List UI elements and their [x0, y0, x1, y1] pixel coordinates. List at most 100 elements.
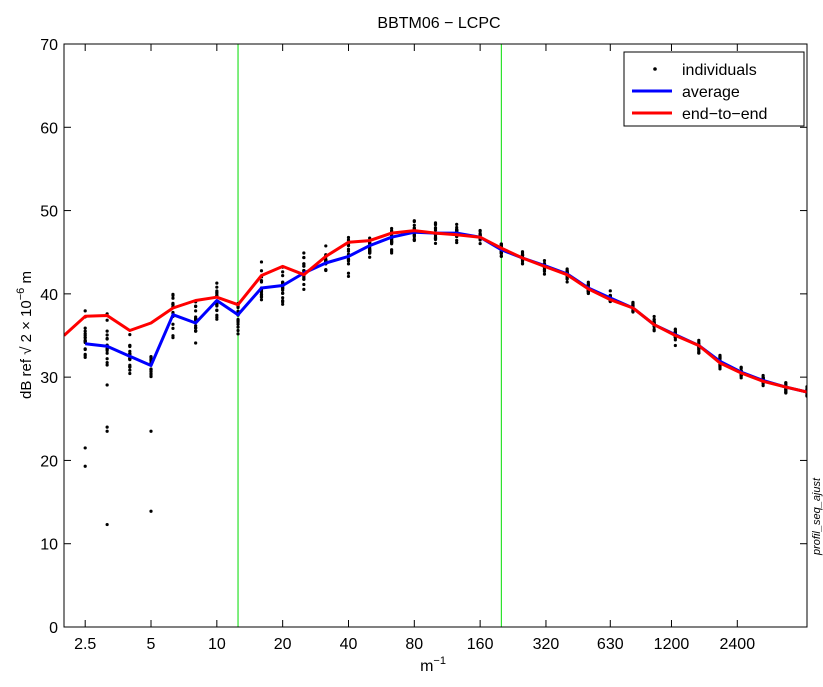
individual-point [281, 288, 285, 292]
individual-point [433, 228, 438, 232]
individual-point [499, 242, 503, 246]
individual-point [346, 271, 351, 275]
individual-point [739, 366, 743, 370]
individual-point [478, 228, 482, 233]
individual-point [215, 303, 219, 307]
individual-point [784, 390, 788, 394]
individual-point [412, 219, 416, 224]
legend-label-end-to-end: end−to−end [682, 106, 767, 123]
svg-text:dB ref √ 2 × 10−6 m: dB ref √ 2 × 10−6 m [15, 271, 35, 399]
individual-point [128, 332, 132, 337]
plot-background [64, 44, 807, 627]
individual-point [259, 295, 264, 299]
ticks [64, 43, 807, 628]
individual-point [390, 226, 394, 231]
individual-point [697, 351, 701, 355]
individual-point [302, 262, 306, 266]
individual-point [83, 353, 87, 358]
side-label-text: profil_seq_ajust [811, 477, 823, 556]
individual-point [761, 384, 765, 388]
individual-point [346, 235, 351, 240]
individual-point [346, 259, 351, 263]
individual-point [83, 446, 87, 450]
individual-point [105, 347, 109, 351]
individual-point [215, 285, 219, 289]
individual-point [478, 232, 482, 237]
individual-point [520, 259, 525, 263]
individual-point [105, 383, 109, 387]
data-layer [64, 219, 807, 527]
individual-point [215, 313, 219, 317]
individual-point [149, 429, 153, 433]
individual-point [236, 318, 240, 322]
individual-point [368, 255, 372, 259]
x-tick-label: 20 [274, 636, 292, 653]
individual-point [194, 326, 198, 330]
individual-point [652, 314, 656, 319]
individual-point [324, 268, 328, 272]
y-tick-label: 30 [40, 370, 58, 387]
individual-point [281, 291, 285, 295]
individual-point [455, 238, 459, 242]
individual-point [194, 341, 198, 345]
y-tick-label: 0 [49, 620, 58, 637]
individual-point [259, 278, 264, 283]
individual-point [194, 309, 198, 313]
individual-point [302, 282, 306, 287]
individual-point [171, 296, 175, 300]
individual-point [412, 238, 416, 242]
individual-point [478, 241, 482, 246]
individual-point [149, 509, 153, 513]
axes-box [63, 43, 808, 628]
individual-point [520, 261, 525, 265]
individual-point [105, 522, 109, 527]
individual-point [520, 250, 525, 254]
individual-point [105, 425, 109, 429]
individual-point [149, 374, 153, 379]
y-axis-label-prefix: dB ref [18, 355, 35, 399]
individual-point [259, 293, 264, 297]
individual-point [171, 292, 175, 296]
x-tick-label: 5 [147, 636, 156, 653]
x-tick-label: 10 [208, 636, 226, 653]
x-tick-label: 2400 [720, 636, 756, 653]
individual-point [631, 310, 635, 314]
y-axis-label-middle: 2 × 10 [18, 300, 35, 346]
individual-point [718, 355, 722, 359]
individual-point [390, 251, 394, 255]
individual-point [586, 290, 590, 294]
individual-point [194, 329, 198, 333]
individual-point [390, 241, 394, 245]
individual-point [302, 287, 306, 291]
individual-point [520, 252, 525, 256]
individual-point [718, 364, 722, 369]
individual-point [259, 269, 264, 273]
individual-point [324, 244, 328, 248]
y-axis-label: dB ref √ 2 × 10−6 m [15, 271, 35, 399]
individual-point [215, 281, 219, 285]
individual-point [281, 300, 285, 304]
x-tick-label: 1200 [654, 636, 690, 653]
individual-point [302, 251, 306, 255]
individual-point [259, 260, 264, 264]
individual-point [83, 329, 87, 333]
individual-point [433, 236, 438, 241]
y-axis-label-exponent: −6 [15, 288, 27, 301]
end-to-end-line [64, 229, 807, 394]
legend-marker-individuals [653, 67, 657, 71]
individual-point [652, 318, 656, 322]
individual-point [236, 332, 240, 336]
individual-point [346, 262, 351, 266]
individual-point [105, 318, 109, 322]
individual-point [105, 429, 109, 433]
individual-point [433, 226, 438, 230]
individual-point [105, 336, 109, 341]
individual-point [542, 272, 547, 276]
individual-point [105, 329, 109, 333]
individual-point [586, 280, 590, 284]
individual-point [105, 363, 109, 367]
individual-point [390, 248, 394, 252]
individual-point [215, 308, 219, 312]
individual-point [368, 247, 372, 251]
